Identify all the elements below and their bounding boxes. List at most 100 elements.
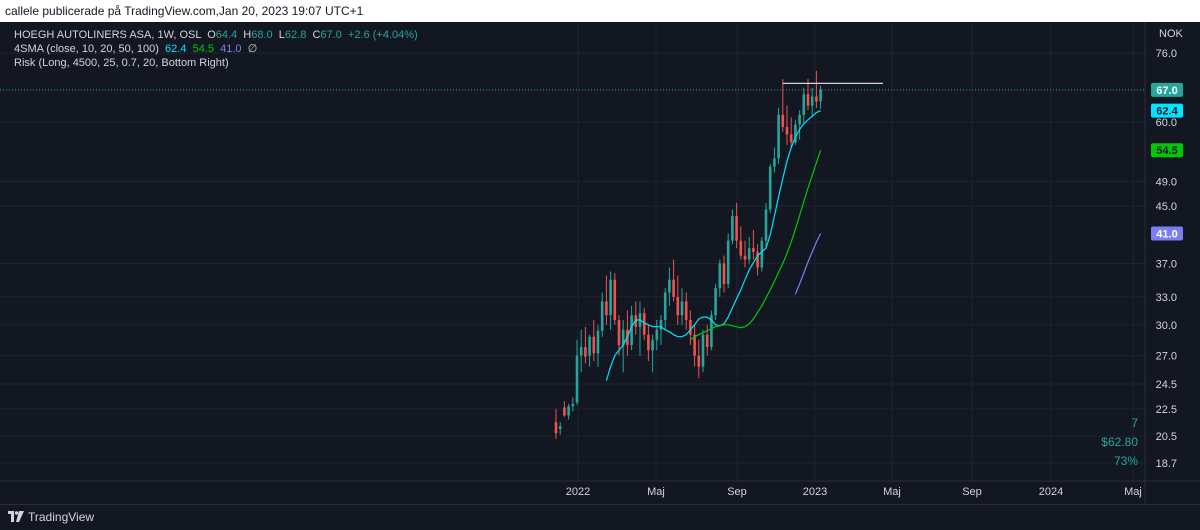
legend-change: +2.6 (+4.04%) xyxy=(347,29,418,41)
candle-body xyxy=(747,248,751,260)
x-tick-label: 2024 xyxy=(1039,486,1063,498)
price-label-box xyxy=(1151,82,1183,97)
candle-body xyxy=(697,355,701,367)
y-tick-label: 22.5 xyxy=(1156,404,1177,416)
candle-body xyxy=(743,255,747,260)
y-tick-label: 20.5 xyxy=(1156,431,1177,443)
legend-sma100-value: ∅ xyxy=(247,43,258,55)
y-tick-label: 27.0 xyxy=(1156,351,1177,363)
candle-body xyxy=(676,296,680,316)
risk-box-line2: $62.80 xyxy=(1101,435,1138,449)
legend-h-label: H xyxy=(243,29,252,41)
x-tick-label: Sep xyxy=(727,486,747,498)
candle-body xyxy=(701,334,705,367)
candle-body xyxy=(777,114,780,159)
publish-header-text: callele publicerade på TradingView.com,J… xyxy=(5,4,364,18)
candle-body xyxy=(554,422,558,434)
candle-body xyxy=(819,89,822,102)
x-tick-label: 2022 xyxy=(566,486,590,498)
candle-body xyxy=(752,248,755,252)
candle-body xyxy=(668,279,671,293)
price-label-box xyxy=(1151,103,1183,118)
legend-symbol-row: HOEGH AUTOLINERS ASA, 1W, OSL O64.4 H68.… xyxy=(14,28,418,42)
candle-body xyxy=(630,315,633,345)
legend-l-value: 62.8 xyxy=(284,29,307,41)
footer-brand: TradingView xyxy=(28,510,95,524)
publish-header: callele publicerade på TradingView.com,J… xyxy=(0,0,1200,22)
candle-body xyxy=(655,329,659,340)
y-tick-label: 76.0 xyxy=(1156,48,1177,60)
candle-body xyxy=(794,124,797,143)
candle-body xyxy=(575,355,579,403)
tradingview-logo-icon xyxy=(8,506,24,530)
legend-symbol: HOEGH AUTOLINERS ASA, 1W, OSL xyxy=(14,29,202,41)
legend-o-label: O xyxy=(207,29,216,41)
legend-l-label: L xyxy=(278,29,285,41)
x-tick-label: Sep xyxy=(962,486,982,498)
sma50-line xyxy=(794,233,822,295)
risk-box-line3: 73% xyxy=(1113,454,1138,468)
candle-body xyxy=(647,334,650,351)
candle-body xyxy=(621,329,625,345)
candle-body xyxy=(815,96,818,102)
candle-body xyxy=(579,347,583,356)
legend-sma-row: 4SMA (close, 10, 20, 50, 100) 62.4 54.5 … xyxy=(14,42,418,56)
price-label: 54.5 xyxy=(1156,145,1177,157)
candle-body xyxy=(584,347,587,357)
candle-body xyxy=(773,158,776,167)
chart-area[interactable]: 76.0 60.0 49.0 45.0 37.0 33.0 30.0 27.0 24.5 22.5… xyxy=(0,22,1200,504)
price-label-box xyxy=(1151,143,1183,158)
candle-body xyxy=(592,336,596,354)
y-tick-label: 37.0 xyxy=(1156,258,1177,270)
candle-body xyxy=(567,406,570,416)
candle-body xyxy=(722,263,726,284)
candle-body xyxy=(798,114,801,125)
legend-sma10-value: 62.4 xyxy=(165,43,187,55)
candle-body xyxy=(651,339,654,351)
price-label: 62.4 xyxy=(1156,106,1178,118)
y-tick-label: 60.0 xyxy=(1156,117,1177,129)
candle-body xyxy=(810,96,814,106)
chart-legend: HOEGH AUTOLINERS ASA, 1W, OSL O64.4 H68.… xyxy=(14,28,418,70)
candle-body xyxy=(806,94,810,106)
candle-body xyxy=(596,330,600,354)
candle-body xyxy=(663,292,667,320)
candle-body xyxy=(684,301,688,320)
legend-c-value: 67.0 xyxy=(320,29,342,41)
candle-body xyxy=(588,336,591,356)
candle-body xyxy=(617,319,621,345)
legend-sma-label: 4SMA (close, 10, 20, 50, 100) xyxy=(14,43,159,55)
candle-body xyxy=(714,288,717,316)
legend-risk-label: Risk (Long, 4500, 25, 0.7, 20, Bottom Ri… xyxy=(14,57,229,69)
sma20-line xyxy=(690,150,822,341)
candle-body xyxy=(693,334,696,356)
footer: TradingView xyxy=(0,504,1200,530)
legend-c-label: C xyxy=(312,29,321,41)
candle-body xyxy=(764,209,768,241)
candle-body xyxy=(689,319,692,335)
x-tick-label: Maj xyxy=(883,486,901,498)
y-tick-label: 24.5 xyxy=(1156,379,1177,391)
y-tick-label: 33.0 xyxy=(1156,292,1177,304)
candle-body xyxy=(718,263,722,289)
candle-body xyxy=(659,319,663,330)
y-tick-label: 45.0 xyxy=(1156,201,1177,213)
candle-body xyxy=(680,301,684,316)
candle-body xyxy=(600,301,604,331)
x-tick-label: 2023 xyxy=(803,486,827,498)
candle-body xyxy=(789,134,793,143)
price-label-box xyxy=(1151,226,1183,241)
currency-label: NOK xyxy=(1159,28,1183,40)
candle-body xyxy=(802,94,806,115)
candle-body xyxy=(642,313,646,335)
candle-body xyxy=(613,279,617,320)
candle-body xyxy=(705,334,709,348)
price-label: 41.0 xyxy=(1156,228,1177,240)
legend-sma20-value: 54.5 xyxy=(192,43,215,55)
legend-o-value: 64.4 xyxy=(215,29,238,41)
legend-h-value: 68.0 xyxy=(251,29,273,41)
price-label: 67.0 xyxy=(1156,85,1177,97)
price-chart[interactable]: 76.0 60.0 49.0 45.0 37.0 33.0 30.0 27.0 24.5 22.5… xyxy=(0,22,1200,504)
candle-body xyxy=(785,127,789,135)
candle-body xyxy=(609,279,612,316)
